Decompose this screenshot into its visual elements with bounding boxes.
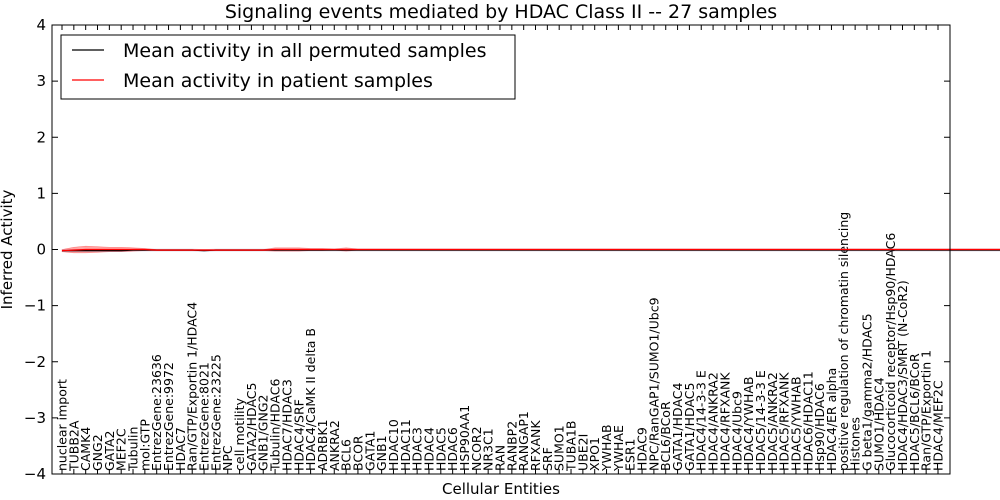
x-tick-label: HDAC4/Ubc9: [729, 391, 744, 471]
x-tick-label: HDAC11: [398, 419, 413, 471]
chart-title: Signaling events mediated by HDAC Class …: [225, 1, 777, 23]
x-tick-label: RANBP2: [504, 421, 519, 471]
x-tick-label: RANGAP1: [516, 411, 531, 471]
x-tick-label: GNG2: [90, 434, 105, 471]
x-axis-label: Cellular Entities: [442, 480, 560, 498]
y-tick-label: 2: [36, 128, 46, 146]
x-tick-label: Histones: [848, 417, 863, 471]
x-tick-label: GNB1/GNG2: [256, 395, 271, 471]
y-tick-label: −4: [24, 465, 46, 483]
x-tick-label: HDAC6/HDAC11: [800, 371, 815, 471]
x-tick-label: HDAC5/BCL6/BCoR: [907, 353, 922, 471]
y-tick-label: 4: [36, 16, 46, 34]
x-tick-label: GATA2/HDAC5: [244, 383, 259, 471]
x-tick-label: Tubulin/HDAC6: [268, 379, 283, 472]
x-tick-label: SRF: [540, 447, 555, 471]
x-tick-label: G beta1/gamma2/HDAC5: [859, 313, 874, 471]
x-tick-label: NPC/RanGAP1/SUMO1/Ubc9: [646, 297, 661, 471]
x-tick-label: BCOR: [350, 435, 365, 471]
x-tick-label: HDAC4/RFXANK: [717, 372, 732, 471]
x-tick-label: HDAC4/MEF2C: [931, 380, 946, 471]
x-tick-label: TUBB2A: [66, 420, 81, 472]
y-tick-label: −1: [24, 297, 46, 315]
x-tick-label: EntrezGene:9972: [161, 362, 176, 471]
y-tick-label: 3: [36, 72, 46, 90]
x-tick-label: HSP90AA1: [457, 405, 472, 471]
x-tick-label: HDAC9: [635, 427, 650, 471]
x-tick-label: ADRBK1: [315, 419, 330, 471]
legend-label-permuted: Mean activity in all permuted samples: [123, 40, 486, 62]
y-tick-label: −2: [24, 353, 46, 371]
x-tick-label: HDAC5/RFXANK: [777, 372, 792, 471]
x-tick-label: HDAC4/ER alpha: [824, 368, 839, 471]
x-tick-label: YWHAE: [611, 425, 626, 472]
x-tick-label: HDAC5/ANKRA2: [765, 372, 780, 471]
x-tick-label: CAMK4: [78, 427, 93, 471]
x-tick-label: BCL6: [339, 439, 354, 471]
x-tick-label: HDAC4/YWHAB: [741, 376, 756, 471]
x-tick-label: HDAC6: [445, 427, 460, 471]
x-tick-label: Ran/GTP/Exportin 1/HDAC4: [185, 302, 200, 471]
x-tick-label: HDAC4/CaMK II delta B: [303, 328, 318, 471]
legend-label-patient: Mean activity in patient samples: [123, 70, 433, 92]
patient-mean-line: [61, 248, 1000, 252]
y-axis-label: Inferred Activity: [0, 189, 16, 309]
x-tick-label: GATA1/HDAC4: [670, 382, 685, 471]
x-tick-label: RFXANK: [528, 420, 543, 471]
x-tick-label: UBE2I: [575, 434, 590, 471]
x-tick-label: GNB1: [374, 435, 389, 471]
x-tick-label: positive regulation of chromatin silenci…: [836, 212, 851, 471]
x-tick-label: HDAC4/SRF: [291, 399, 306, 471]
x-tick-label: EntrezGene:8021: [197, 362, 212, 471]
x-tick-label: TUBA1B: [564, 421, 579, 472]
x-tick-label: mol:GTP: [137, 419, 152, 471]
x-tick-label: HDAC5/14-3-3 E: [753, 370, 768, 471]
x-tick-label: BCL6/BCoR: [658, 401, 673, 471]
plot-frame: [51, 24, 951, 475]
x-tick-label: HDAC10: [386, 419, 401, 471]
x-tick-label: NR3C1: [481, 428, 496, 471]
x-tick-label: cell motility: [232, 397, 247, 471]
x-tick-label: GATA1: [362, 431, 377, 471]
x-tick-label: XPO1: [587, 437, 602, 471]
x-tick-label: HDAC7: [173, 427, 188, 471]
x-tick-label: ANKRA2: [327, 420, 342, 471]
x-tick-label: HDAC5: [433, 427, 448, 471]
x-tick-label: Tubulin: [126, 427, 141, 472]
x-tick-label: HDAC7/HDAC3: [279, 379, 294, 471]
x-tick-label: ESR1: [623, 439, 638, 471]
x-tick-label: GATA1/HDAC5: [682, 383, 697, 471]
x-tick-label: NPC: [220, 445, 235, 471]
x-tick-label: Glucocorticoid receptor/Hsp90/HDAC6: [883, 233, 898, 471]
x-tick-label: RAN: [493, 445, 508, 471]
x-tick-label: SUMO1: [552, 425, 567, 471]
x-tick-label: YWHAB: [599, 424, 614, 472]
x-tick-label: HDAC5/YWHAB: [788, 376, 803, 471]
x-tick-label: HDAC4: [421, 427, 436, 471]
x-tick-label: EntrezGene:23225: [208, 354, 223, 471]
x-tick-label: SUMO1/HDAC4: [871, 377, 886, 471]
y-tick-label: 0: [36, 241, 46, 259]
x-tick-label: MEF2C: [114, 428, 129, 471]
x-tick-label: HDAC3: [410, 427, 425, 471]
x-tick-label: HDAC4/HDAC3/SMRT (N-CoR2): [895, 280, 910, 471]
x-tick-label: HDAC4/ANKRA2: [706, 372, 721, 471]
y-tick-label: 1: [36, 184, 46, 202]
x-tick-label: NCOR2: [469, 426, 484, 471]
x-tick-label: Hsp90/HDAC6: [812, 383, 827, 471]
x-tick-label: nuclear import: [55, 379, 70, 471]
x-tick-label: HDAC4/14-3-3 E: [694, 370, 709, 471]
x-tick-label: Ran/GTP/Exportin 1: [919, 350, 934, 471]
legend-box: [60, 34, 516, 100]
x-tick-label: EntrezGene:23636: [149, 354, 164, 471]
x-tick-label: GATA2: [102, 431, 117, 471]
y-tick-label: −3: [24, 409, 46, 427]
